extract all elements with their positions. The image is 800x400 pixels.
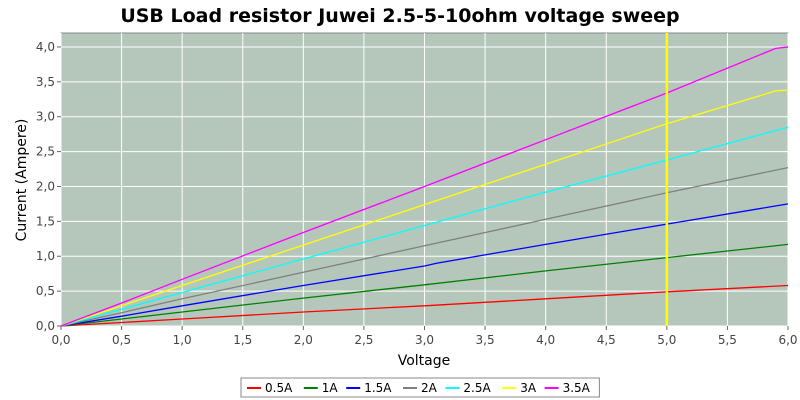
legend-entry: 1.5A xyxy=(364,381,392,395)
y-tick-label: 2,5 xyxy=(36,145,55,159)
x-tick-label: 1,0 xyxy=(173,333,192,347)
legend-entry: 0.5A xyxy=(265,381,293,395)
series-line-2A xyxy=(60,166,789,327)
series-lines xyxy=(60,46,789,327)
y-tick-label: 4,0 xyxy=(36,40,55,54)
x-tick-label: 6,0 xyxy=(778,333,797,347)
x-tick-label: 2,0 xyxy=(294,333,313,347)
x-tick-label: 3,5 xyxy=(476,333,495,347)
legend-entry: 2A xyxy=(421,381,438,395)
legend: 0.5A 1A 1.5A 2A 2.5A 3A 3.5A xyxy=(240,377,600,398)
series-line-3A xyxy=(60,89,789,327)
legend-entry: 3A xyxy=(520,381,537,395)
legend-entry: 2.5A xyxy=(463,381,491,395)
series-line-3.5A xyxy=(60,46,789,327)
x-axis-label: Voltage xyxy=(398,353,451,369)
x-tick-label: 5,5 xyxy=(718,333,737,347)
x-tick-label: 3,0 xyxy=(415,333,434,347)
y-axis-ticks: 0,0 0,5 1,0 1,5 2,0 2,5 3,0 3,5 4,0 xyxy=(36,40,61,333)
y-tick-label: 0,0 xyxy=(36,319,55,333)
series-line-0.5A xyxy=(60,284,789,327)
legend-entry: 3.5A xyxy=(563,381,591,395)
y-tick-label: 3,0 xyxy=(36,110,55,124)
x-tick-label: 0,0 xyxy=(51,333,70,347)
y-tick-label: 2,0 xyxy=(36,179,55,193)
legend-box xyxy=(240,377,600,398)
x-tick-label: 4,0 xyxy=(536,333,555,347)
series-line-2.5A xyxy=(60,126,789,327)
x-tick-label: 4,5 xyxy=(597,333,616,347)
series-line-1.5A xyxy=(60,203,789,327)
x-tick-label: 5,0 xyxy=(657,333,676,347)
y-tick-label: 0,5 xyxy=(36,284,55,298)
x-tick-label: 1,5 xyxy=(233,333,252,347)
series-line-1A xyxy=(60,243,789,327)
x-tick-label: 0,5 xyxy=(112,333,131,347)
y-tick-label: 3,5 xyxy=(36,75,55,89)
x-axis-ticks: 0,0 0,5 1,0 1,5 2,0 2,5 3,0 3,5 4,0 4,5 5,0 5,5 6,0 xyxy=(51,326,798,347)
x-tick-label: 2,5 xyxy=(354,333,373,347)
y-tick-label: 1,0 xyxy=(36,249,55,263)
y-axis-label: Current (Ampere) xyxy=(14,119,30,242)
y-tick-label: 1,5 xyxy=(36,214,55,228)
chart-title: USB Load resistor Juwei 2.5-5-10ohm volt… xyxy=(120,5,679,27)
legend-entry: 1A xyxy=(322,381,339,395)
